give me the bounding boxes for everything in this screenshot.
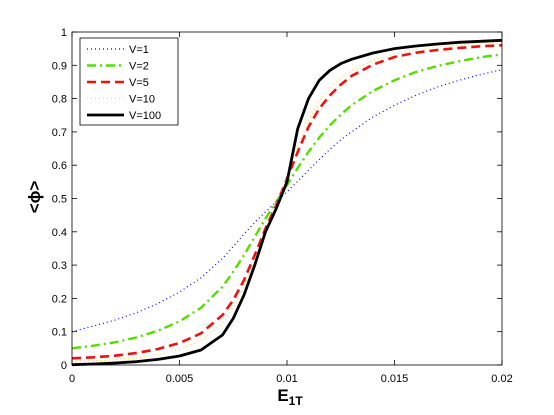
x-tick-label: 0.005	[166, 373, 194, 385]
legend-label: V=1	[129, 44, 149, 56]
y-axis: 0 0.1 0.2 0.3 0.4 0.5 0.6 0.7 0.8 0.9 1	[52, 27, 502, 372]
legend-items: V=1 V=2 V=5 V=10 V=100	[87, 44, 161, 122]
legend-box	[79, 37, 179, 126]
legend: V=1 V=2 V=5 V=10 V=100	[79, 37, 179, 126]
x-axis-title: E1T	[277, 386, 303, 408]
y-tick-label: 0.1	[52, 327, 67, 339]
y-tick-label: 0.4	[52, 227, 67, 239]
legend-label: V=2	[129, 61, 149, 73]
series-layer	[71, 38, 503, 367]
series-line-5	[71, 38, 503, 367]
legend-label: V=5	[129, 77, 149, 89]
x-axis-title-subscript: 1T	[289, 394, 304, 408]
y-tick-label: 0	[61, 360, 67, 372]
legend-label: V=100	[129, 110, 161, 122]
y-tick-label: 0.7	[52, 127, 67, 139]
x-tick-label: 0.015	[381, 373, 409, 385]
x-tick-label: 0	[69, 373, 75, 385]
x-axis-title-main: E	[277, 386, 288, 405]
y-axis-title: <ϕ>	[25, 181, 44, 214]
y-tick-label: 0.3	[52, 260, 67, 272]
y-tick-label: 1	[61, 27, 67, 39]
y-tick-label: 0.2	[52, 293, 67, 305]
y-tick-label: 0.8	[52, 94, 67, 106]
series-line-4	[71, 42, 503, 363]
y-tick-label: 0.9	[52, 60, 67, 72]
y-tick-label: 0.5	[52, 194, 67, 206]
legend-label: V=10	[129, 94, 155, 106]
x-tick-label: 0.01	[276, 373, 297, 385]
x-tick-label: 0.02	[491, 373, 512, 385]
y-tick-label: 0.6	[52, 160, 67, 172]
x-axis: 0 0.005 0.01 0.015 0.02	[69, 32, 513, 385]
